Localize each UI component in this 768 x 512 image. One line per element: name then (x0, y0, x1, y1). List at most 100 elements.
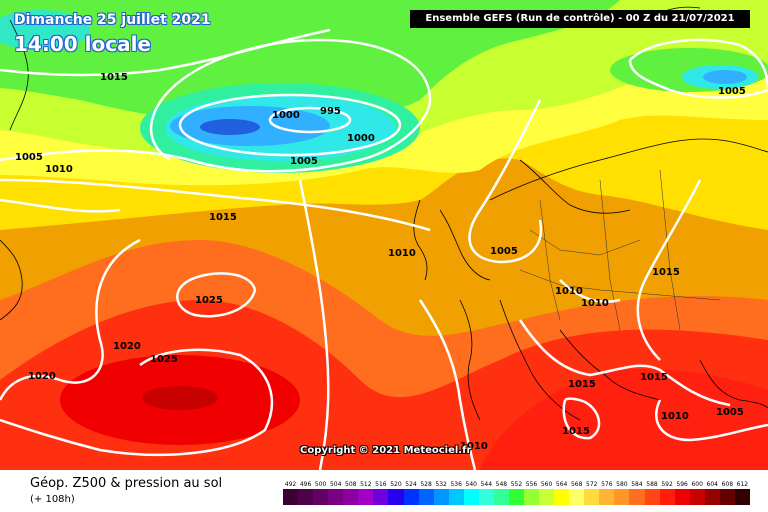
scale-swatch (524, 489, 540, 505)
scale-label: 604 (706, 481, 718, 488)
scale-swatch (644, 489, 660, 505)
isobar-label: 1015 (652, 267, 680, 278)
isobar-label: 1000 (272, 110, 300, 121)
scale-label: 500 (314, 481, 327, 488)
scale-label: 516 (375, 481, 387, 488)
scale-swatch (704, 489, 720, 505)
isobar-label: 1015 (209, 212, 237, 223)
scale-swatch (719, 489, 735, 505)
scale-label: 532 (435, 481, 447, 488)
isobar-label: 1015 (562, 426, 590, 437)
scale-swatch (734, 489, 750, 505)
isobar-label: 1020 (28, 371, 56, 382)
scale-swatch (689, 489, 705, 505)
isobar-label: 1015 (640, 372, 668, 383)
scale-label: 504 (329, 481, 342, 488)
scale-label: 592 (661, 481, 673, 488)
scale-label: 520 (390, 481, 402, 488)
scale-label: 564 (555, 481, 568, 488)
scale-label: 544 (480, 481, 493, 488)
scale-swatch (373, 489, 389, 505)
scale-swatch (508, 489, 524, 505)
scale-label: 572 (586, 481, 598, 488)
color-scale (283, 489, 750, 505)
isobar-label: 1010 (555, 286, 583, 297)
isobar-label: 1025 (150, 354, 178, 365)
map-title: Géop. Z500 & pression au sol (30, 476, 223, 491)
isobar-label: 1005 (490, 246, 518, 257)
color-scale-labels: 492 496 500 504 508 512 516 520 524 528 532 536 540 5… (283, 480, 750, 489)
scale-label: 508 (345, 481, 357, 488)
isobar-label: 1015 (100, 72, 128, 83)
scale-swatch (478, 489, 494, 505)
isobar-label: 1005 (716, 407, 744, 418)
scale-label: 556 (525, 481, 538, 488)
scale-label: 552 (510, 481, 523, 488)
scale-swatch (343, 489, 359, 505)
isobar-label: 1020 (113, 341, 141, 352)
scale-swatch (388, 489, 404, 505)
isobar-label: 1005 (290, 156, 318, 167)
scale-label: 580 (616, 481, 628, 488)
scale-swatch (614, 489, 630, 505)
isobar-label: 1000 (347, 133, 375, 144)
scale-swatch (493, 489, 509, 505)
scale-swatch (418, 489, 434, 505)
z500-field (0, 0, 768, 470)
scale-swatch (659, 489, 675, 505)
isobar-label: 1010 (460, 441, 488, 452)
scale-label: 496 (299, 481, 312, 488)
scale-swatch (539, 489, 555, 505)
scale-label: 600 (691, 481, 703, 488)
scale-label: 512 (360, 481, 372, 488)
scale-swatch (328, 489, 344, 505)
isobar-label: 1025 (195, 295, 223, 306)
scale-swatch (584, 489, 600, 505)
isobar-label: 1010 (388, 248, 416, 259)
scale-swatch (313, 489, 329, 505)
scale-swatch (433, 489, 449, 505)
scale-label: 528 (420, 481, 432, 488)
scale-swatch (448, 489, 464, 505)
scale-label: 596 (676, 481, 688, 488)
isobars (0, 28, 768, 470)
isobar-label: 995 (320, 106, 341, 117)
scale-swatch (599, 489, 615, 505)
scale-swatch (403, 489, 419, 505)
model-run-info: Ensemble GEFS (Run de contrôle) - 00 Z d… (410, 10, 750, 28)
scale-swatch (569, 489, 585, 505)
scale-label: 548 (495, 481, 508, 488)
scale-swatch (298, 489, 314, 505)
forecast-date: Dimanche 25 juillet 2021 (14, 12, 211, 28)
scale-label: 584 (631, 481, 643, 488)
isobar-label: 1010 (661, 411, 689, 422)
scale-label: 560 (540, 481, 553, 488)
scale-swatch (629, 489, 645, 505)
scale-label: 536 (450, 481, 462, 488)
scale-label: 492 (284, 481, 297, 488)
scale-label: 540 (465, 481, 477, 488)
isobar-label: 1010 (581, 298, 609, 309)
scale-label: 612 (736, 481, 749, 488)
scale-swatch (554, 489, 570, 505)
scale-label: 608 (721, 481, 734, 488)
scale-swatch (358, 489, 374, 505)
scale-label: 576 (601, 481, 613, 488)
scale-label: 588 (646, 481, 658, 488)
scale-swatch (463, 489, 479, 505)
scale-swatch (674, 489, 690, 505)
isobar-label: 1015 (568, 379, 596, 390)
isobar-label: 1005 (718, 86, 746, 97)
forecast-lead-time: (+ 108h) (30, 494, 75, 505)
isobar-label: 1005 (15, 152, 43, 163)
scale-label: 568 (570, 481, 583, 488)
forecast-time: 14:00 locale (14, 32, 151, 56)
copyright-notice: Copyright © 2021 Meteociel.fr (300, 445, 472, 456)
isobar-label: 1010 (45, 164, 73, 175)
scale-swatch (283, 489, 299, 505)
borders (519, 169, 721, 331)
scale-label: 524 (405, 481, 417, 488)
